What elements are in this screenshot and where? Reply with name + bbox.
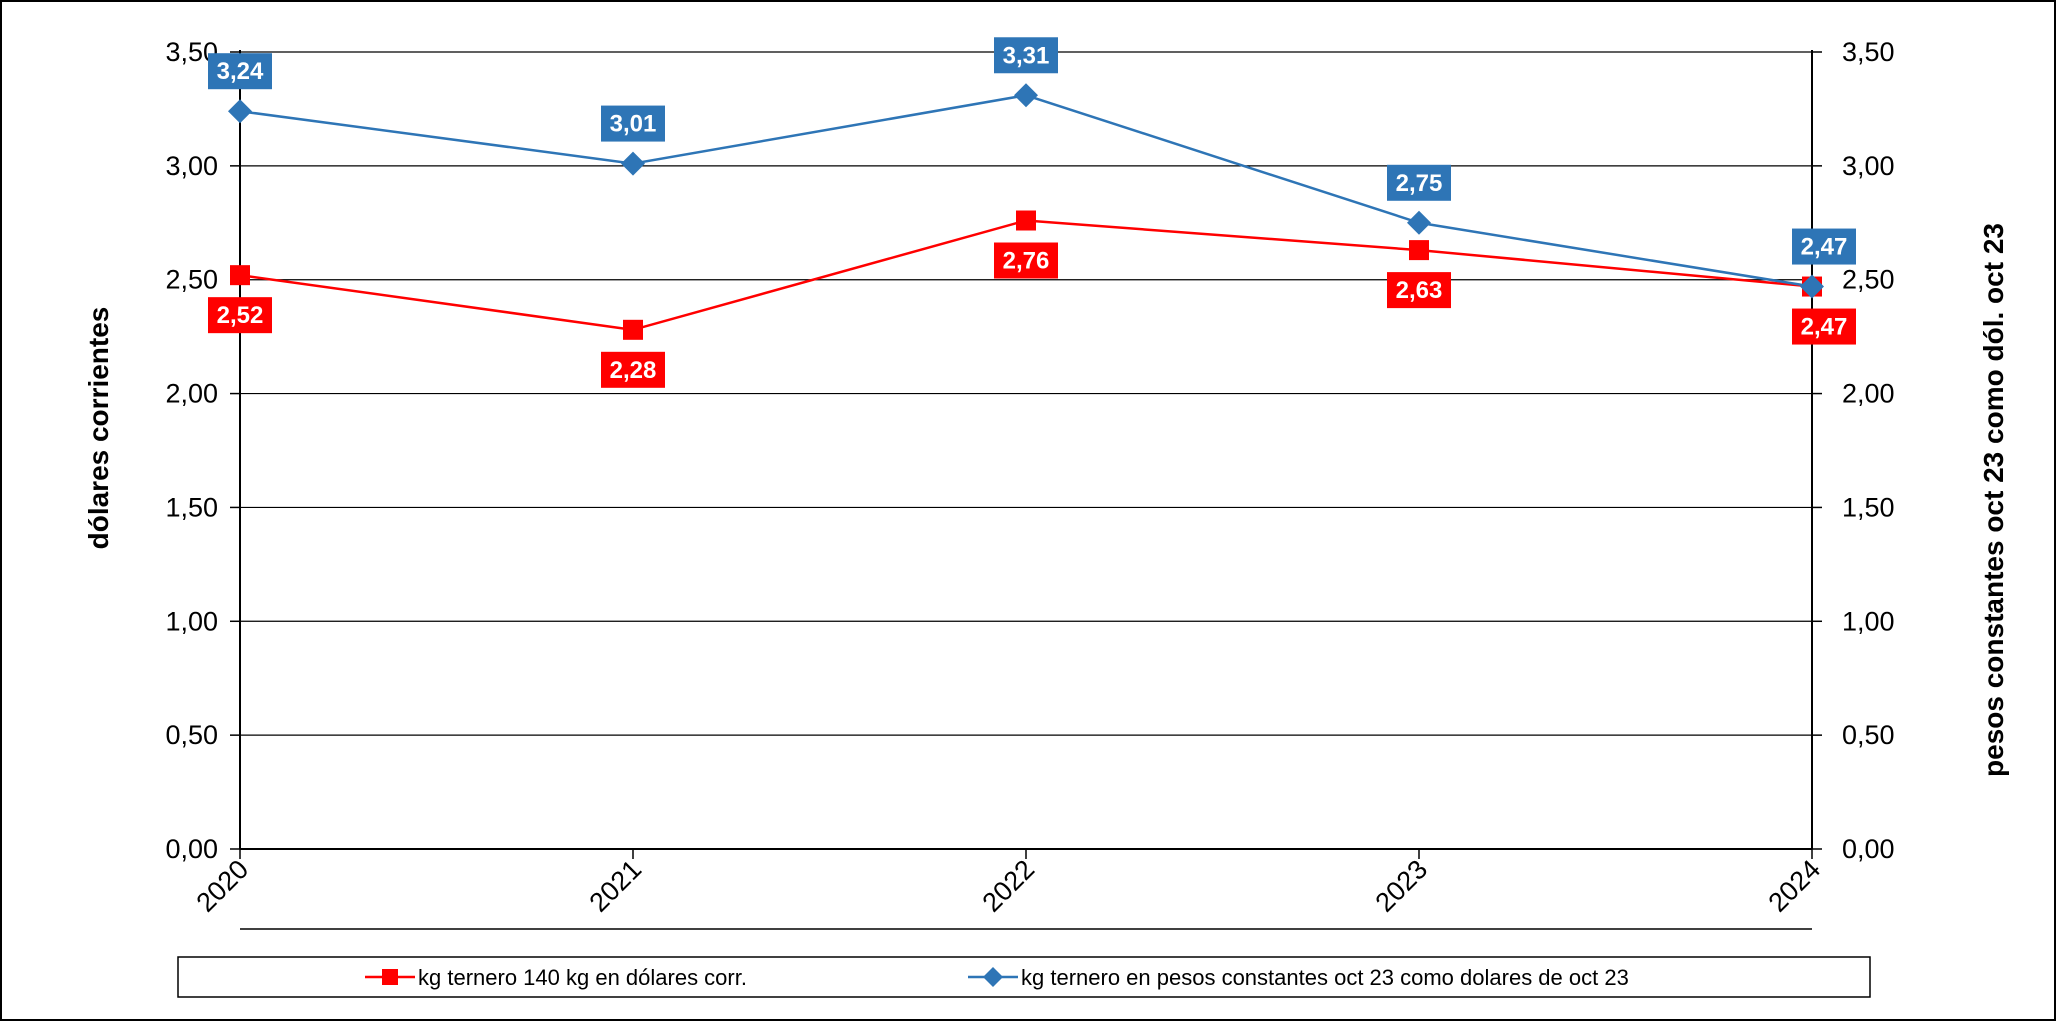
y2-tick-label: 0,00 <box>1842 834 1895 864</box>
data-label-box <box>601 105 665 142</box>
data-point-marker <box>1407 210 1431 235</box>
data-label: 2,28 <box>601 351 665 388</box>
data-label: 2,76 <box>994 242 1058 279</box>
data-point-marker <box>1800 274 1824 299</box>
data-label: 2,47 <box>1792 308 1856 345</box>
data-label-text: 2,47 <box>1801 234 1848 261</box>
legend-marker <box>983 967 1003 987</box>
y-tick-label: 2,50 <box>165 265 218 295</box>
data-label: 2,47 <box>1792 228 1856 265</box>
y-tick-label: 1,00 <box>165 606 218 636</box>
data-label: 3,01 <box>601 105 665 142</box>
data-label-text: 3,01 <box>610 111 657 138</box>
legend-marker <box>382 969 398 985</box>
data-point-marker <box>230 265 250 286</box>
legend-label: kg ternero en pesos constantes oct 23 co… <box>1021 965 1629 990</box>
data-point-marker <box>1016 210 1036 231</box>
y2-tick-label: 0,50 <box>1842 720 1895 750</box>
data-label: 2,75 <box>1387 164 1451 201</box>
data-label: 3,31 <box>994 37 1058 74</box>
data-point-marker <box>228 99 252 124</box>
y2-tick-label: 1,50 <box>1842 492 1895 522</box>
y2-tick-label: 2,00 <box>1842 379 1895 409</box>
data-label-text: 2,75 <box>1396 170 1443 197</box>
data-label-text: 2,52 <box>217 302 264 329</box>
y-tick-label: 0,00 <box>165 834 218 864</box>
legend-box <box>177 956 1871 998</box>
data-label-box <box>994 37 1058 74</box>
data-label-box <box>1792 308 1856 345</box>
data-point-marker <box>1014 83 1038 108</box>
data-label-text: 2,76 <box>1003 248 1050 275</box>
data-label-text: 3,31 <box>1003 42 1050 69</box>
legend-label: kg ternero 140 kg en dólares corr. <box>418 965 747 990</box>
y-tick-label: 3,00 <box>165 151 218 181</box>
y-tick-label: 2,00 <box>165 379 218 409</box>
data-label-box <box>601 351 665 388</box>
data-label-box <box>208 53 272 90</box>
data-label-box <box>208 297 272 334</box>
y-axis-title: dólares corrientes <box>83 307 114 550</box>
data-point-marker <box>623 319 643 340</box>
y2-axis-title: pesos constantes oct 23 como dól. oct 23 <box>1978 223 2009 777</box>
data-label-text: 2,63 <box>1396 277 1443 304</box>
data-label-text: 2,28 <box>610 357 657 384</box>
y-tick-label: 1,50 <box>165 492 218 522</box>
y2-tick-label: 2,50 <box>1842 265 1895 295</box>
data-point-marker <box>621 151 645 176</box>
data-label: 3,24 <box>208 53 272 90</box>
data-label-box <box>994 242 1058 279</box>
y-tick-label: 0,50 <box>165 720 218 750</box>
data-label-box <box>1387 164 1451 201</box>
data-label: 2,63 <box>1387 272 1451 309</box>
legend: kg ternero 140 kg en dólares corr. kg ter… <box>177 956 1871 998</box>
data-label-box <box>1387 272 1451 309</box>
y2-tick-label: 1,00 <box>1842 606 1895 636</box>
data-label: 2,52 <box>208 297 272 334</box>
data-point-marker <box>1409 240 1429 261</box>
data-label-text: 2,47 <box>1801 314 1848 341</box>
data-label-text: 3,24 <box>217 58 264 85</box>
y2-tick-label: 3,00 <box>1842 151 1895 181</box>
data-label-box <box>1792 228 1856 265</box>
y2-tick-label: 3,50 <box>1842 37 1895 67</box>
